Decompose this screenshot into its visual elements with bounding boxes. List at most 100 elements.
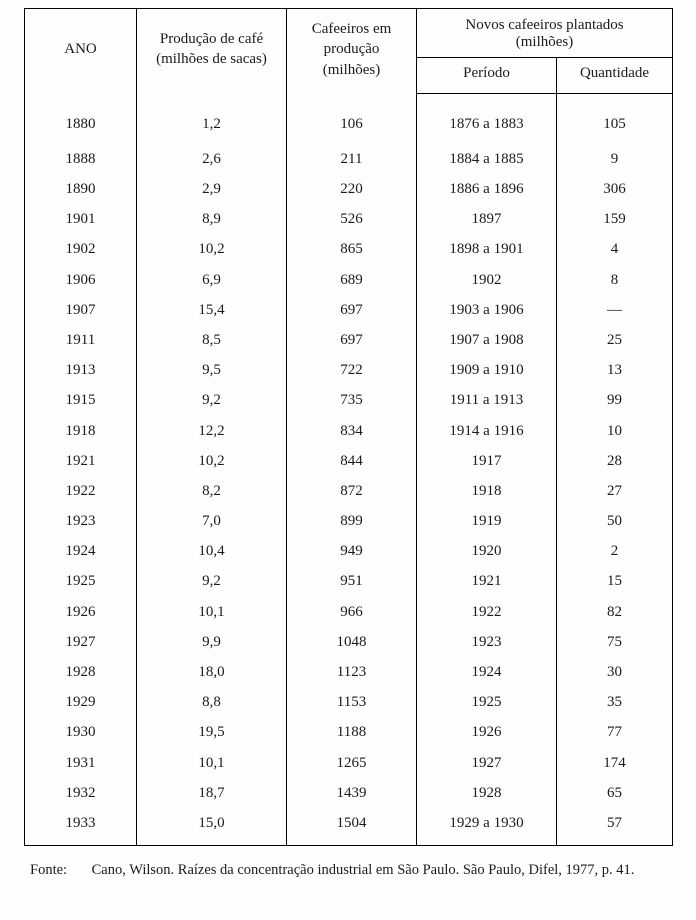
cell-quantidade: 28 bbox=[557, 446, 673, 476]
cell-periodo: 1929 a 1930 bbox=[417, 808, 557, 845]
cell-periodo: 1876 a 1883 bbox=[417, 94, 557, 145]
cell-producao: 7,0 bbox=[137, 507, 287, 537]
cell-ano: 1890 bbox=[25, 174, 137, 204]
cell-producao: 1,2 bbox=[137, 94, 287, 145]
cell-quantidade: 99 bbox=[557, 386, 673, 416]
cell-cafeeiros: 951 bbox=[287, 567, 417, 597]
header-periodo-label: Período bbox=[463, 65, 510, 81]
table-row: 193315,015041929 a 193057 bbox=[25, 808, 673, 845]
cell-quantidade: 35 bbox=[557, 688, 673, 718]
cell-quantidade: 57 bbox=[557, 808, 673, 845]
header-novos-line1: Novos cafeeiros plantados bbox=[465, 17, 623, 33]
cell-producao: 8,9 bbox=[137, 205, 287, 235]
cell-producao: 10,1 bbox=[137, 597, 287, 627]
cell-quantidade: 25 bbox=[557, 325, 673, 355]
cell-ano: 1907 bbox=[25, 295, 137, 325]
cell-cafeeiros: 865 bbox=[287, 235, 417, 265]
cell-periodo: 1884 a 1885 bbox=[417, 144, 557, 174]
cell-producao: 18,7 bbox=[137, 778, 287, 808]
cell-producao: 19,5 bbox=[137, 718, 287, 748]
table-header: ANO Produção de café (milhões de sacas) … bbox=[25, 9, 673, 94]
cell-periodo: 1923 bbox=[417, 627, 557, 657]
cell-ano: 1926 bbox=[25, 597, 137, 627]
cell-ano: 1930 bbox=[25, 718, 137, 748]
cell-cafeeiros: 697 bbox=[287, 325, 417, 355]
cell-producao: 10,1 bbox=[137, 748, 287, 778]
cell-producao: 8,5 bbox=[137, 325, 287, 355]
cell-periodo: 1928 bbox=[417, 778, 557, 808]
table-row: 192110,2844191728 bbox=[25, 446, 673, 476]
table-row: 192610,1966192282 bbox=[25, 597, 673, 627]
cell-producao: 2,9 bbox=[137, 174, 287, 204]
header-producao-line2: (milhões de sacas) bbox=[156, 51, 267, 67]
cell-cafeeiros: 1123 bbox=[287, 657, 417, 687]
cell-producao: 10,2 bbox=[137, 235, 287, 265]
cell-cafeeiros: 949 bbox=[287, 537, 417, 567]
header-cafeeiros-line2: produção bbox=[324, 41, 380, 57]
cell-ano: 1915 bbox=[25, 386, 137, 416]
table-row: 19018,95261897159 bbox=[25, 205, 673, 235]
table-row: 193110,112651927174 bbox=[25, 748, 673, 778]
cell-periodo: 1914 a 1916 bbox=[417, 416, 557, 446]
cell-quantidade: 174 bbox=[557, 748, 673, 778]
cell-producao: 9,9 bbox=[137, 627, 287, 657]
cell-cafeeiros: 966 bbox=[287, 597, 417, 627]
cell-quantidade: 8 bbox=[557, 265, 673, 295]
source-text: Cano, Wilson. Raízes da concentração ind… bbox=[92, 862, 635, 878]
cell-producao: 8,8 bbox=[137, 688, 287, 718]
table-row: 19139,57221909 a 191013 bbox=[25, 356, 673, 386]
cell-quantidade: 50 bbox=[557, 507, 673, 537]
header-producao-line1: Produção de café bbox=[160, 31, 263, 47]
cell-ano: 1888 bbox=[25, 144, 137, 174]
cell-cafeeiros: 211 bbox=[287, 144, 417, 174]
cell-ano: 1880 bbox=[25, 94, 137, 145]
table-row: 190715,46971903 a 1906— bbox=[25, 295, 673, 325]
cell-cafeeiros: 1439 bbox=[287, 778, 417, 808]
cell-producao: 15,0 bbox=[137, 808, 287, 845]
cell-producao: 18,0 bbox=[137, 657, 287, 687]
header-periodo: Período bbox=[417, 57, 557, 94]
cell-quantidade: 15 bbox=[557, 567, 673, 597]
cell-ano: 1931 bbox=[25, 748, 137, 778]
header-cafeeiros-line1: Cafeeiros em bbox=[312, 21, 392, 37]
source-label: Fonte: bbox=[30, 862, 88, 879]
cell-periodo: 1911 a 1913 bbox=[417, 386, 557, 416]
header-ano-label: ANO bbox=[64, 41, 97, 57]
cell-cafeeiros: 1048 bbox=[287, 627, 417, 657]
cell-quantidade: 2 bbox=[557, 537, 673, 567]
header-novos-line2: (milhões) bbox=[516, 34, 574, 50]
cell-producao: 6,9 bbox=[137, 265, 287, 295]
table-row: 19066,968919028 bbox=[25, 265, 673, 295]
cell-quantidade: — bbox=[557, 295, 673, 325]
cell-cafeeiros: 1188 bbox=[287, 718, 417, 748]
cell-quantidade: 65 bbox=[557, 778, 673, 808]
cell-ano: 1911 bbox=[25, 325, 137, 355]
cell-quantidade: 77 bbox=[557, 718, 673, 748]
cell-ano: 1927 bbox=[25, 627, 137, 657]
cell-periodo: 1909 a 1910 bbox=[417, 356, 557, 386]
cell-cafeeiros: 834 bbox=[287, 416, 417, 446]
cell-periodo: 1902 bbox=[417, 265, 557, 295]
cell-ano: 1924 bbox=[25, 537, 137, 567]
cell-quantidade: 306 bbox=[557, 174, 673, 204]
coffee-table: ANO Produção de café (milhões de sacas) … bbox=[24, 8, 673, 846]
table-row: 190210,28651898 a 19014 bbox=[25, 235, 673, 265]
header-quantidade-label: Quantidade bbox=[580, 65, 649, 81]
cell-ano: 1933 bbox=[25, 808, 137, 845]
cell-ano: 1922 bbox=[25, 476, 137, 506]
cell-producao: 10,2 bbox=[137, 446, 287, 476]
cell-ano: 1901 bbox=[25, 205, 137, 235]
cell-cafeeiros: 1504 bbox=[287, 808, 417, 845]
cell-periodo: 1917 bbox=[417, 446, 557, 476]
cell-quantidade: 105 bbox=[557, 94, 673, 145]
table-row: 18801,21061876 a 1883105 bbox=[25, 94, 673, 145]
header-ano: ANO bbox=[25, 9, 137, 94]
cell-ano: 1929 bbox=[25, 688, 137, 718]
table-body: 18801,21061876 a 188310518882,62111884 a… bbox=[25, 94, 673, 845]
header-cafeeiros: Cafeeiros em produção (milhões) bbox=[287, 9, 417, 94]
cell-periodo: 1927 bbox=[417, 748, 557, 778]
cell-quantidade: 4 bbox=[557, 235, 673, 265]
cell-quantidade: 30 bbox=[557, 657, 673, 687]
table-row: 193019,51188192677 bbox=[25, 718, 673, 748]
table-row: 19237,0899191950 bbox=[25, 507, 673, 537]
